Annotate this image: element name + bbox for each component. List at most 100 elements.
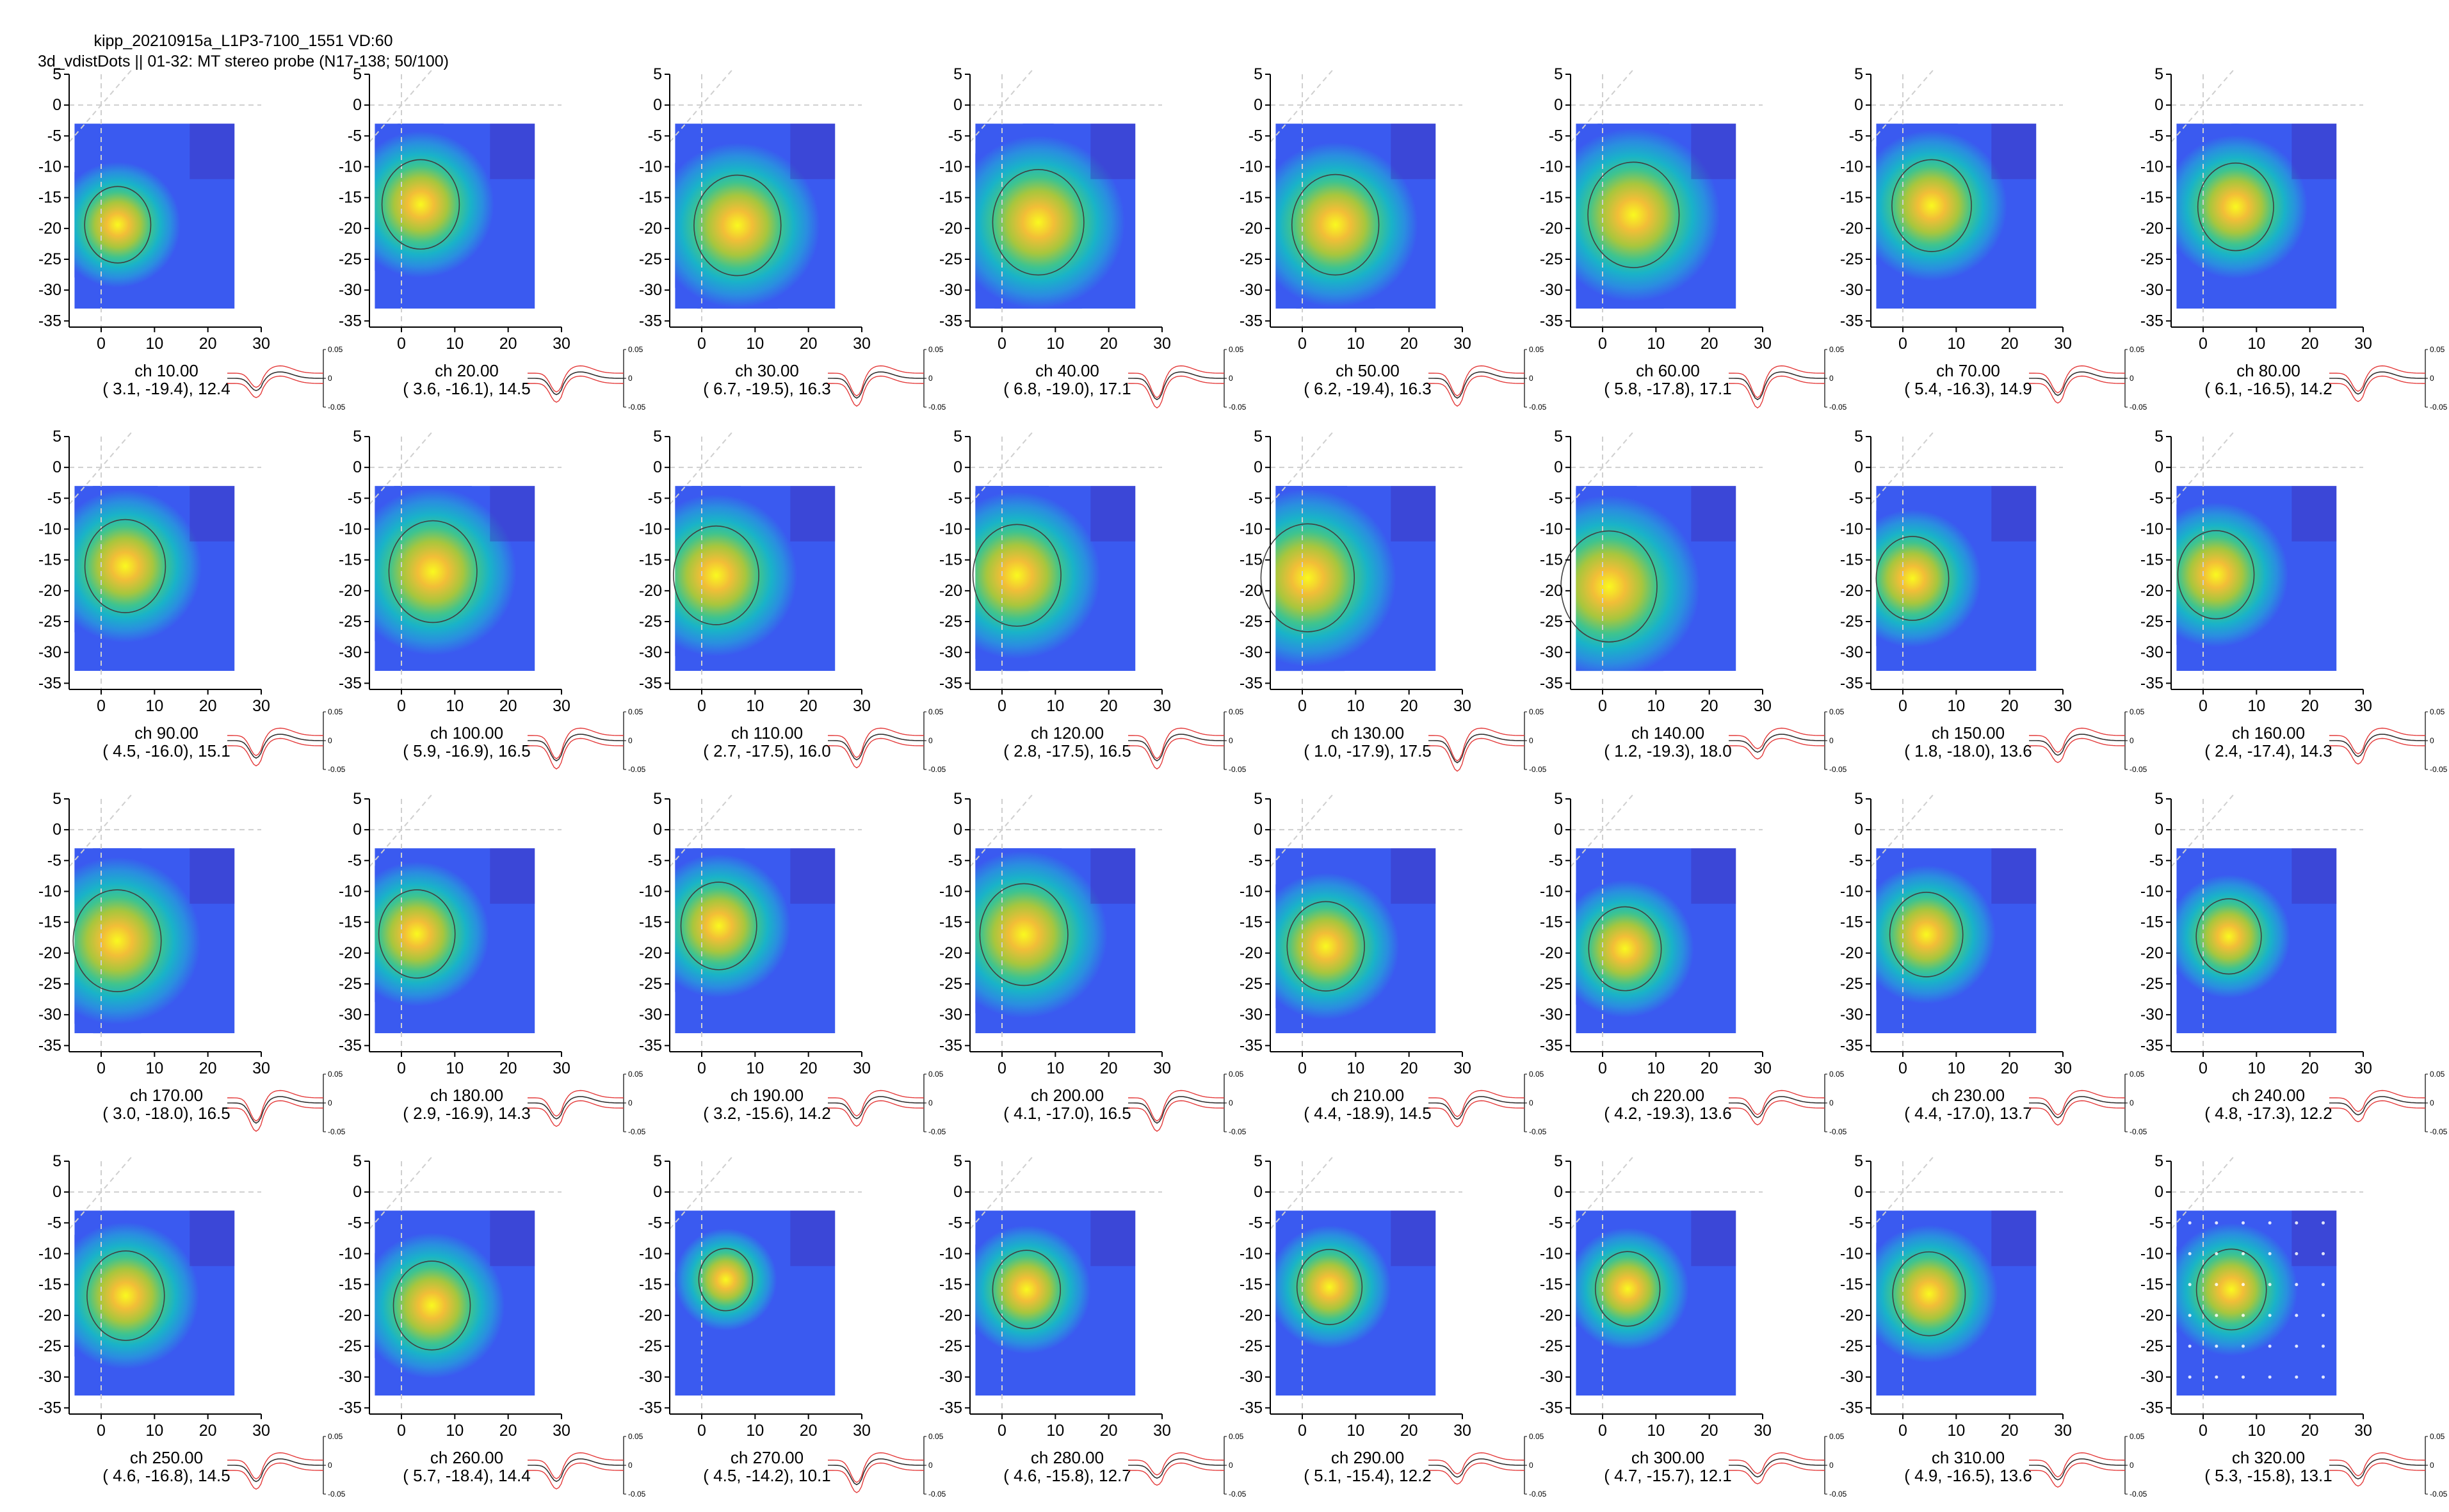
rf-fit-circle — [693, 174, 782, 277]
diagonal-guide-line — [2170, 67, 2236, 143]
waveform-mean — [227, 1096, 323, 1124]
channel-label: ch 170.00 — [130, 1086, 203, 1105]
y-tick-label: 5 — [1854, 428, 1863, 446]
waveform-tick-label: 0.05 — [1229, 1432, 1244, 1441]
y-tick-label: 5 — [53, 65, 61, 83]
x-tick-label: 10 — [446, 697, 464, 715]
y-tick-label: -15 — [1540, 189, 1563, 207]
waveform-tick-label: -0.05 — [1229, 765, 1247, 774]
y-tick-label: 0 — [53, 96, 61, 114]
channel-label: ch 270.00 — [731, 1448, 804, 1467]
diagonal-guide-line — [369, 67, 434, 143]
waveform-mean — [2029, 1096, 2125, 1118]
y-tick-label: -25 — [1840, 250, 1863, 268]
y-tick-label: -30 — [38, 643, 61, 661]
diagonal-guide-line — [369, 430, 434, 505]
heatmap-corner-shade — [1391, 848, 1436, 904]
y-tick-label: -5 — [1549, 851, 1563, 869]
waveform-tick-label: 0 — [928, 1098, 933, 1107]
heatmap-corner-shade — [1090, 124, 1136, 179]
y-tick-label: -35 — [339, 1399, 362, 1417]
y-tick-label: -30 — [38, 1368, 61, 1386]
y-tick-label: -10 — [1240, 1245, 1263, 1263]
y-tick-label: 5 — [53, 428, 61, 446]
x-tick-label: 0 — [397, 335, 406, 353]
heatmap-corner-shade — [2291, 124, 2337, 179]
rf-fit-circle — [1875, 536, 1950, 621]
channel-label: ch 40.00 — [1035, 361, 1099, 380]
rf-stats-label: ( 4.5, -16.0), 15.1 — [102, 741, 230, 760]
panel-svg: 5 0 -5 -10 -15 -20 -25 -30 -35 0 10 20 30 ch 140.00( … — [1540, 428, 1847, 774]
receptive-field-heatmap — [1275, 129, 1418, 309]
waveform-tick-label: 0 — [1529, 374, 1533, 383]
receptive-field-heatmap — [375, 124, 494, 289]
y-tick-label: -15 — [2140, 189, 2163, 207]
y-tick-label: 0 — [353, 96, 362, 114]
receptive-field-heatmap — [1876, 124, 2007, 293]
waveform-upper — [1428, 1090, 1524, 1118]
y-tick-label: -5 — [2149, 1214, 2163, 1232]
waveform-upper — [828, 365, 924, 397]
x-tick-label: 10 — [145, 335, 163, 353]
heatmap-corner-shade — [790, 486, 836, 542]
panel-svg: 5 0 -5 -10 -15 -20 -25 -30 -35 0 10 20 30 ch 250.00( … — [38, 1152, 346, 1499]
waveform-tick-label: -0.05 — [328, 1127, 346, 1136]
y-tick-label: -20 — [339, 220, 362, 237]
receptive-field-heatmap — [1275, 486, 1396, 672]
x-tick-label: 20 — [1400, 1059, 1418, 1077]
waveform-upper — [1128, 1090, 1224, 1122]
channel-label: ch 260.00 — [430, 1448, 503, 1467]
x-tick-label: 30 — [1153, 335, 1171, 353]
x-tick-label: 20 — [2001, 335, 2019, 353]
stimulus-dot — [2215, 1344, 2219, 1348]
waveform-mean — [2329, 1458, 2425, 1480]
rf-stats-label: ( 4.7, -15.7), 12.1 — [1604, 1466, 1731, 1485]
rf-fit-circle — [84, 186, 152, 264]
y-tick-label: -10 — [1240, 158, 1263, 176]
x-tick-label: 10 — [1346, 697, 1364, 715]
receptive-field-heatmap — [74, 486, 202, 655]
channel-label: ch 280.00 — [1031, 1448, 1104, 1467]
y-tick-label: -30 — [2140, 1368, 2163, 1386]
panel-25: 5 0 -5 -10 -15 -20 -25 -30 -35 0 10 20 30 ch 250.00( … — [32, 1151, 346, 1512]
rf-stats-label: ( 4.9, -16.5), 13.6 — [1904, 1466, 2032, 1485]
stimulus-dot — [2322, 1344, 2325, 1348]
y-tick-label: -30 — [2140, 281, 2163, 299]
x-tick-label: 30 — [2054, 1422, 2072, 1440]
waveform-tick-label: 0.05 — [928, 1070, 944, 1079]
panel-15: 5 0 -5 -10 -15 -20 -25 -30 -35 0 10 20 30 ch 150.00( … — [1834, 426, 2147, 787]
waveform-lower — [2329, 1462, 2425, 1487]
y-tick-label: 5 — [1854, 1152, 1863, 1170]
waveform-mean — [2329, 371, 2425, 395]
y-tick-label: -25 — [639, 975, 662, 993]
waveform-tick-label: 0 — [1829, 1461, 1834, 1470]
y-tick-label: -20 — [2140, 944, 2163, 962]
x-tick-label: 30 — [2354, 1059, 2372, 1077]
y-tick-label: -30 — [2140, 643, 2163, 661]
waveform-tick-label: -0.05 — [328, 403, 346, 412]
waveform-mean — [227, 734, 323, 759]
rf-stats-label: ( 3.0, -18.0), 16.5 — [102, 1104, 230, 1123]
waveform-mean — [1428, 371, 1524, 399]
stimulus-dot — [2295, 1314, 2299, 1317]
y-tick-label: -20 — [339, 1307, 362, 1324]
y-tick-label: -30 — [1540, 643, 1563, 661]
waveform-tick-label: 0.05 — [1529, 345, 1544, 354]
y-tick-label: -5 — [2149, 851, 2163, 869]
y-tick-label: -35 — [939, 1036, 962, 1054]
stimulus-dot — [2268, 1283, 2272, 1287]
waveform-tick-label: -0.05 — [2130, 1127, 2147, 1136]
y-tick-label: -25 — [339, 613, 362, 631]
channel-label: ch 290.00 — [1331, 1448, 1404, 1467]
y-tick-label: -5 — [47, 851, 61, 869]
panel-3: 5 0 -5 -10 -15 -20 -25 -30 -35 0 10 20 30 ch 30.00( 6… — [633, 64, 946, 425]
waveform-upper — [528, 727, 624, 760]
y-tick-label: -5 — [948, 127, 962, 145]
rf-stats-label: ( 4.2, -19.3), 13.6 — [1604, 1104, 1731, 1123]
y-tick-label: -20 — [2140, 1307, 2163, 1324]
x-tick-label: 20 — [199, 335, 217, 353]
y-tick-label: -25 — [1240, 1337, 1263, 1355]
channel-label: ch 220.00 — [1631, 1086, 1704, 1105]
stimulus-dot — [2295, 1221, 2299, 1225]
y-tick-label: -10 — [2140, 520, 2163, 538]
